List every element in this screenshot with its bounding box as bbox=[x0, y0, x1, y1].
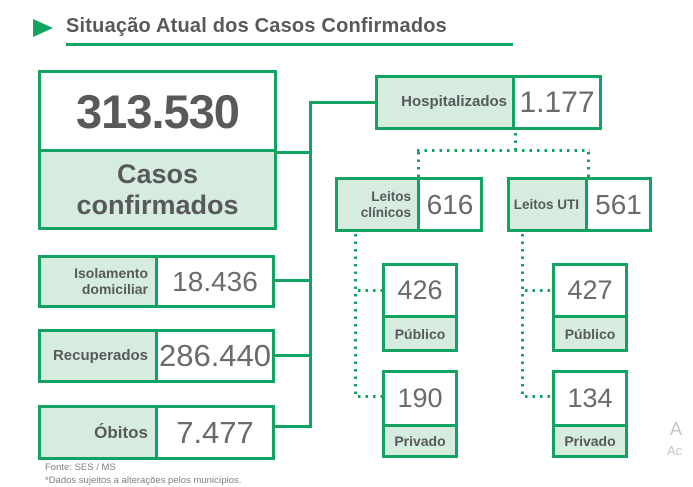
title-underline bbox=[66, 43, 513, 46]
icu-beds-value: 561 bbox=[588, 180, 649, 229]
dotted-icu-branch-line bbox=[521, 234, 524, 398]
connector-isolation-line bbox=[275, 279, 312, 282]
home-isolation-value: 18.436 bbox=[158, 258, 272, 305]
source-text: Fonte: SES / MS bbox=[45, 462, 116, 473]
home-isolation-label: Isolamento domiciliar bbox=[41, 258, 158, 305]
footnote-text: *Dados sujeitos a alterações pelos munic… bbox=[45, 475, 242, 486]
dotted-icu-private-stub bbox=[525, 395, 552, 398]
icu-private-value: 134 bbox=[555, 373, 625, 427]
icu-private-card: 134 Privado bbox=[552, 370, 628, 458]
hospitalized-label: Hospitalizados bbox=[378, 78, 515, 127]
recovered-value: 286.440 bbox=[158, 332, 272, 380]
connector-deaths-line bbox=[275, 425, 312, 428]
deaths-card: Óbitos 7.477 bbox=[38, 405, 275, 460]
icu-public-card: 427 Público bbox=[552, 263, 628, 352]
clinical-private-label: Privado bbox=[385, 427, 455, 455]
clinical-beds-label: Leitos clínicos bbox=[338, 180, 420, 229]
deaths-value: 7.477 bbox=[158, 408, 272, 457]
connector-confirmed-line bbox=[277, 151, 312, 154]
dotted-clinical-drop-line bbox=[417, 152, 420, 177]
connector-recovered-line bbox=[275, 354, 312, 357]
adjacent-panel-text-fragment: Ac bbox=[667, 443, 683, 458]
deaths-label: Óbitos bbox=[41, 408, 158, 457]
dotted-clinical-branch-line bbox=[354, 234, 357, 398]
recovered-label: Recuperados bbox=[41, 332, 158, 380]
hospitalized-value: 1.177 bbox=[515, 78, 599, 127]
icu-public-value: 427 bbox=[555, 266, 625, 318]
dotted-clinical-private-stub bbox=[358, 395, 382, 398]
confirmed-cases-value: 313.530 bbox=[41, 73, 274, 152]
clinical-public-label: Público bbox=[385, 318, 455, 349]
icu-beds-card: Leitos UTI 561 bbox=[507, 177, 652, 232]
confirmed-cases-label: Casos confirmados bbox=[41, 152, 274, 227]
connector-hospitalized-line bbox=[309, 101, 375, 104]
home-isolation-card: Isolamento domiciliar 18.436 bbox=[38, 255, 275, 308]
connector-trunk-line bbox=[309, 101, 312, 428]
icu-private-label: Privado bbox=[555, 427, 625, 455]
clinical-private-card: 190 Privado bbox=[382, 370, 458, 458]
clinical-public-value: 426 bbox=[385, 266, 455, 318]
icu-beds-label: Leitos UTI bbox=[510, 180, 588, 229]
page-title: Situação Atual dos Casos Confirmados bbox=[66, 15, 447, 37]
clinical-public-card: 426 Público bbox=[382, 263, 458, 352]
dotted-hospitalized-drop-line bbox=[514, 133, 517, 150]
clinical-beds-value: 616 bbox=[420, 180, 480, 229]
clinical-beds-card: Leitos clínicos 616 bbox=[335, 177, 483, 232]
clinical-private-value: 190 bbox=[385, 373, 455, 427]
dotted-beds-span-line bbox=[417, 149, 590, 152]
adjacent-panel-text-fragment: A bbox=[670, 419, 683, 439]
recovered-card: Recuperados 286.440 bbox=[38, 329, 275, 383]
hospitalized-card: Hospitalizados 1.177 bbox=[375, 75, 602, 130]
dotted-clinical-public-stub bbox=[358, 289, 382, 292]
icu-public-label: Público bbox=[555, 318, 625, 349]
section-marker-triangle-icon bbox=[33, 19, 53, 37]
dotted-icu-public-stub bbox=[525, 289, 552, 292]
confirmed-cases-card: 313.530 Casos confirmados bbox=[38, 70, 277, 230]
dotted-icu-drop-line bbox=[587, 152, 590, 177]
